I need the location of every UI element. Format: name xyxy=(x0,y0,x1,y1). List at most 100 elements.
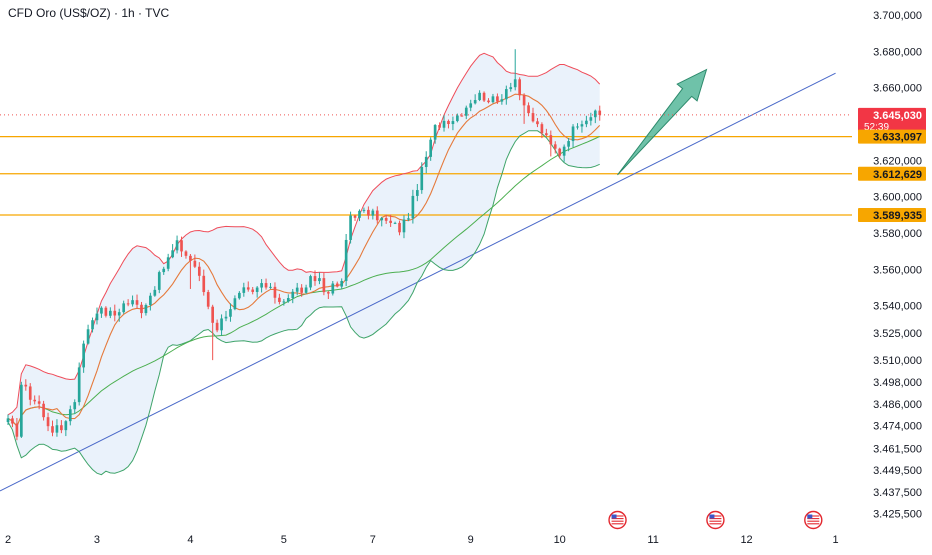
candle-body xyxy=(549,135,553,145)
candle xyxy=(140,301,143,319)
us-flag-event-icon[interactable] xyxy=(608,510,627,530)
support-3-badge: 3.589,935 xyxy=(858,207,926,222)
candle-body xyxy=(482,92,486,101)
candle xyxy=(407,212,410,222)
candle xyxy=(456,113,459,123)
time-tick-label: 1 xyxy=(832,534,838,546)
candle-body xyxy=(456,115,459,122)
candle-body xyxy=(197,266,201,276)
time-tick-label: 2 xyxy=(5,534,11,546)
candle-body xyxy=(28,386,32,400)
candle xyxy=(576,123,579,130)
candle xyxy=(562,144,566,162)
price-tick-label: 3.700,000 xyxy=(873,10,922,22)
candle-body xyxy=(589,117,593,121)
price-tick-label: 3.449,500 xyxy=(873,465,922,477)
candle xyxy=(15,417,19,441)
bollinger-band-fill-group xyxy=(8,53,600,475)
candle xyxy=(349,211,352,244)
candle xyxy=(135,294,139,309)
candle-body xyxy=(242,287,246,293)
candle xyxy=(549,130,553,157)
candle-body xyxy=(6,418,10,423)
price-tick-label: 3.560,000 xyxy=(873,264,922,276)
candle-body xyxy=(304,287,308,293)
candle-body xyxy=(33,399,37,402)
candle xyxy=(469,99,473,112)
candle-body xyxy=(135,300,139,305)
candle-body xyxy=(491,96,495,103)
time-tick-label: 5 xyxy=(281,534,287,546)
candle xyxy=(380,216,384,227)
candle-body xyxy=(46,417,50,427)
time-tick-label: 12 xyxy=(740,534,752,546)
candle-body xyxy=(540,124,544,134)
candle xyxy=(51,420,54,437)
candle xyxy=(73,399,77,414)
candle xyxy=(180,236,183,257)
candle xyxy=(77,362,81,406)
candle-body xyxy=(269,286,272,288)
candle-body xyxy=(553,144,557,149)
candle-body xyxy=(527,105,530,114)
candle xyxy=(233,295,237,311)
candle-body xyxy=(367,209,370,216)
candle xyxy=(162,266,166,275)
candle xyxy=(104,306,108,318)
support-3-label: 3.589,935 xyxy=(873,210,922,222)
candle xyxy=(522,93,526,124)
candle xyxy=(318,272,321,285)
candle-body xyxy=(251,289,255,292)
price-tick-label: 3.660,000 xyxy=(873,83,922,95)
candle xyxy=(415,184,419,202)
candle xyxy=(206,289,210,310)
candle xyxy=(282,298,286,306)
candle xyxy=(20,381,23,439)
support-1-label: 3.633,097 xyxy=(873,132,922,144)
candle xyxy=(193,254,197,269)
chart-title: CFD Oro (US$/OZ) · 1h · TVC xyxy=(8,6,169,20)
interval-label: 1h xyxy=(121,6,135,20)
candle xyxy=(491,93,495,104)
candle xyxy=(113,304,117,322)
candle xyxy=(367,206,370,220)
candle xyxy=(322,272,326,296)
candle-body xyxy=(500,99,504,102)
candle-body xyxy=(424,156,428,168)
candle xyxy=(260,279,263,293)
candle-body xyxy=(131,300,134,305)
candle xyxy=(197,262,201,282)
candle xyxy=(184,250,188,259)
candle xyxy=(42,400,45,421)
candle-body xyxy=(344,239,348,281)
us-flag-event-icon[interactable] xyxy=(804,510,823,530)
candle-body xyxy=(86,329,90,344)
candle-body xyxy=(309,276,312,288)
candle xyxy=(309,274,312,291)
candle xyxy=(224,310,228,322)
candle-body xyxy=(473,100,477,104)
candle xyxy=(229,303,232,322)
candle-body xyxy=(206,292,210,307)
candle-body xyxy=(438,125,441,128)
candle xyxy=(571,124,575,148)
candle-body xyxy=(184,251,188,256)
candle-body xyxy=(478,92,481,101)
candle-body xyxy=(55,425,59,433)
candle xyxy=(420,162,424,194)
support-3-badge-bg xyxy=(858,207,926,222)
price-tick-label: 3.620,000 xyxy=(873,155,922,167)
flag-canton xyxy=(807,514,813,519)
candles-group xyxy=(6,49,602,441)
candle-body xyxy=(522,95,526,106)
candle xyxy=(108,307,112,319)
us-flag-event-icon[interactable] xyxy=(706,510,725,530)
candle-body xyxy=(442,120,446,128)
support-2-badge-bg xyxy=(858,166,926,181)
candle-body xyxy=(362,209,366,211)
candle-body xyxy=(384,217,388,221)
candle-body xyxy=(536,121,539,125)
candle xyxy=(273,282,277,304)
